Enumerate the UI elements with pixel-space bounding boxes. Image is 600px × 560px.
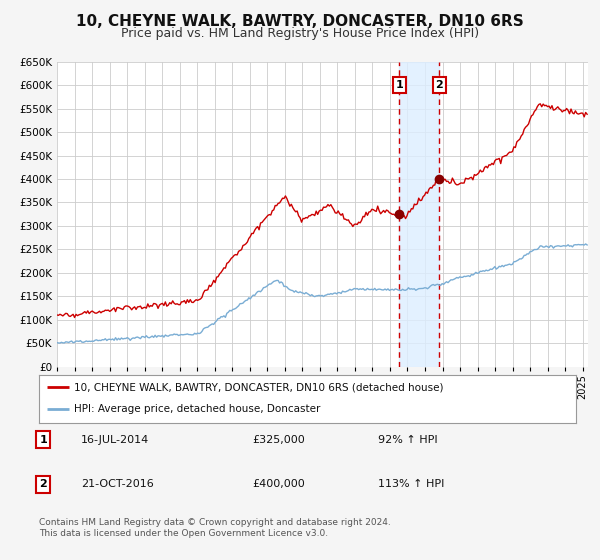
- Text: 10, CHEYNE WALK, BAWTRY, DONCASTER, DN10 6RS (detached house): 10, CHEYNE WALK, BAWTRY, DONCASTER, DN10…: [74, 382, 443, 392]
- Text: 1: 1: [395, 80, 403, 90]
- Text: 113% ↑ HPI: 113% ↑ HPI: [378, 479, 445, 489]
- Text: Price paid vs. HM Land Registry's House Price Index (HPI): Price paid vs. HM Land Registry's House …: [121, 27, 479, 40]
- Text: This data is licensed under the Open Government Licence v3.0.: This data is licensed under the Open Gov…: [39, 530, 328, 539]
- Text: 16-JUL-2014: 16-JUL-2014: [81, 435, 149, 445]
- Text: £325,000: £325,000: [252, 435, 305, 445]
- Text: £400,000: £400,000: [252, 479, 305, 489]
- Text: 92% ↑ HPI: 92% ↑ HPI: [378, 435, 437, 445]
- Text: 21-OCT-2016: 21-OCT-2016: [81, 479, 154, 489]
- Text: HPI: Average price, detached house, Doncaster: HPI: Average price, detached house, Donc…: [74, 404, 320, 414]
- Text: Contains HM Land Registry data © Crown copyright and database right 2024.: Contains HM Land Registry data © Crown c…: [39, 519, 391, 528]
- Text: 2: 2: [40, 479, 47, 489]
- Bar: [400, 62, 439, 367]
- Text: 10, CHEYNE WALK, BAWTRY, DONCASTER, DN10 6RS: 10, CHEYNE WALK, BAWTRY, DONCASTER, DN10…: [76, 14, 524, 29]
- Text: 2: 2: [436, 80, 443, 90]
- Text: 1: 1: [40, 435, 47, 445]
